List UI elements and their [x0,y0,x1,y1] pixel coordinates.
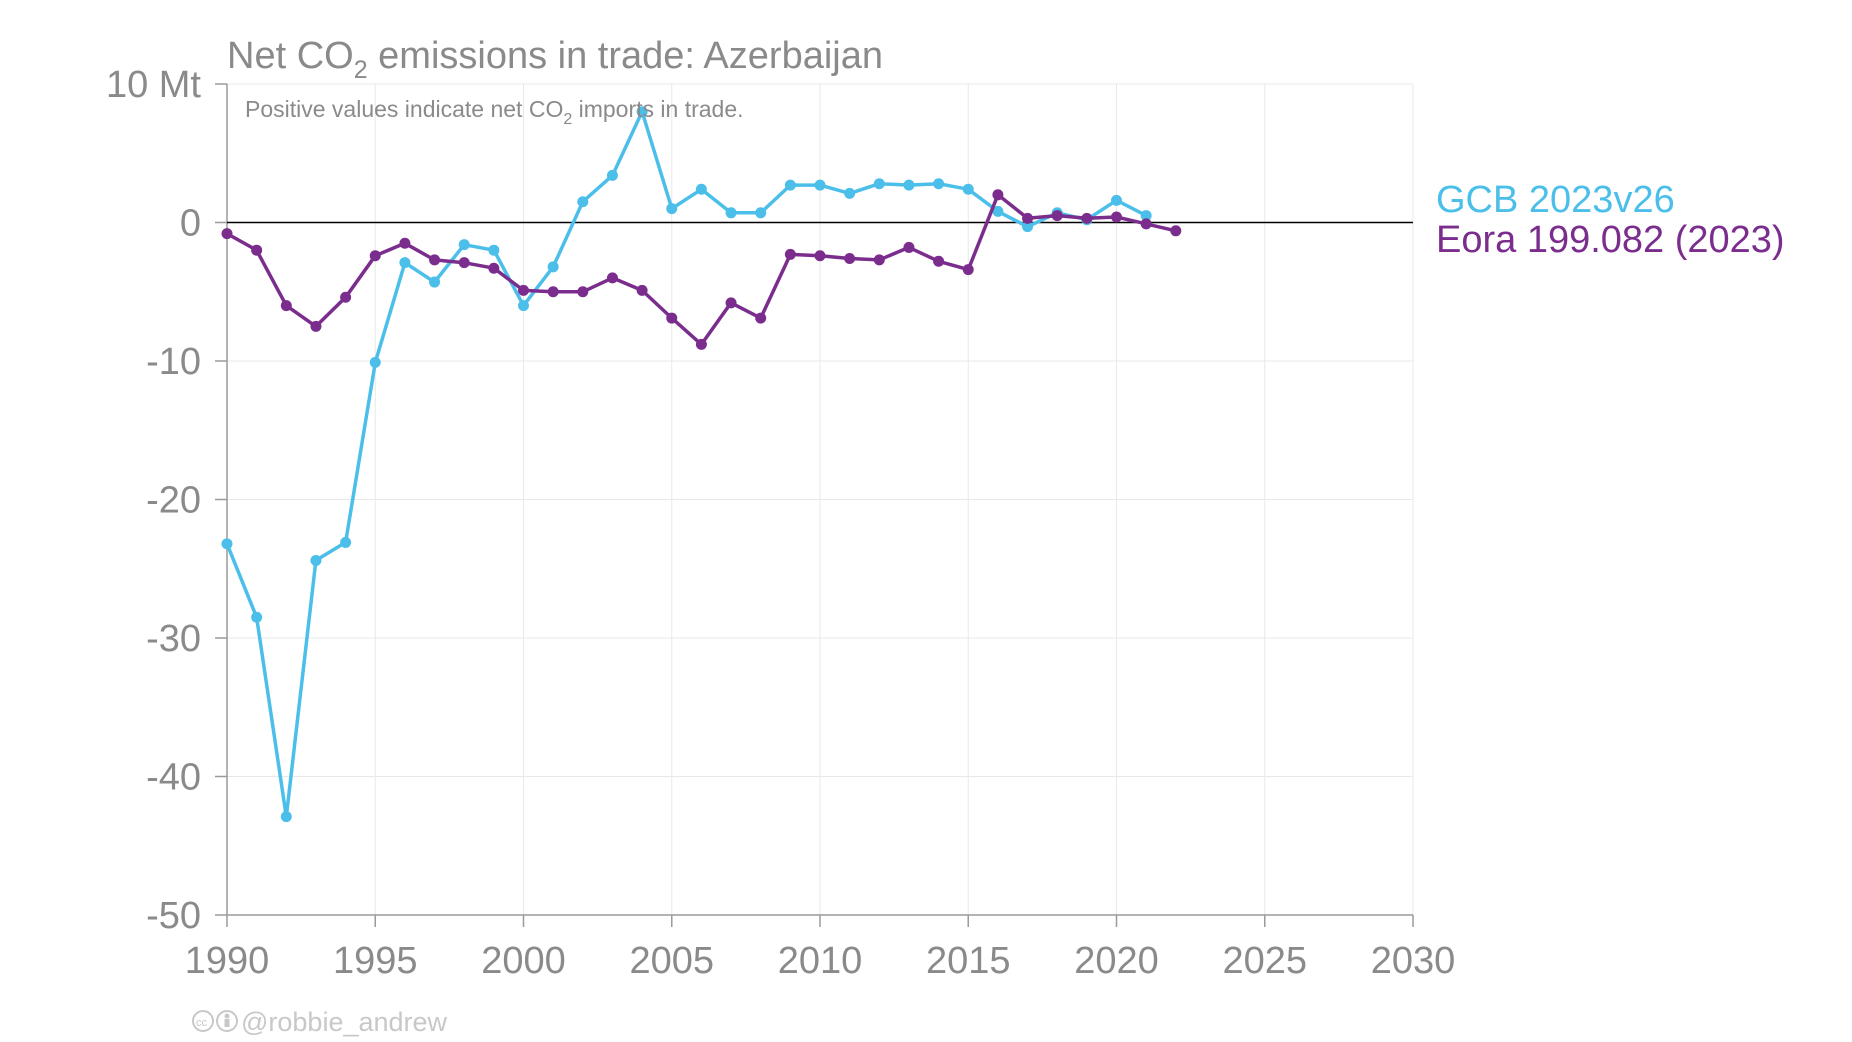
data-point [458,239,470,251]
data-point [221,538,233,550]
y-tick-label: -20 [146,480,201,522]
by-icon-body [224,1019,230,1027]
data-point [399,257,411,269]
data-point [547,261,559,273]
credit-handle: @robbie_andrew [241,1007,448,1037]
x-tick-label: 2015 [926,940,1011,982]
data-point [933,178,945,190]
data-point [340,536,352,548]
x-tick-label: 1995 [333,940,418,982]
data-point [814,250,826,262]
cc-icon [192,1010,214,1032]
data-point [725,207,737,219]
data-point [518,300,529,312]
data-point [784,179,796,191]
x-tick-label: 2025 [1222,940,1307,982]
data-point [903,241,915,253]
data-point [251,244,263,256]
data-point [577,286,589,298]
series-line-0 [225,109,1148,819]
data-point [755,207,767,219]
by-icon-head [224,1013,230,1019]
data-point [873,254,885,266]
data-point [962,183,974,195]
data-point [992,205,1004,217]
x-tick-label: 1990 [185,940,270,982]
data-point [251,611,263,623]
data-point [962,264,974,276]
series-line-1 [226,193,1177,347]
data-point [606,169,618,181]
x-tick-label: 2020 [1074,940,1159,982]
data-point [666,203,678,215]
legend-gcb: GCB 2023v26 [1436,179,1675,221]
data-point [606,272,618,284]
data-point [695,183,707,195]
y-tick-label: 10 Mt [106,64,201,106]
data-point [695,338,707,350]
data-point [1022,212,1034,224]
x-tick-label: 2030 [1371,940,1456,982]
y-tick-label: -30 [146,618,201,660]
data-point [310,320,322,332]
data-point [1022,221,1034,233]
data-point [725,297,737,309]
data-point [636,106,648,118]
data-point [1140,218,1152,230]
chart-title: Net CO2 emissions in trade: Azerbaijan [227,35,883,84]
x-tick-label: 2000 [481,940,566,982]
data-point [310,554,322,566]
series-1 [221,189,1182,350]
data-point [873,178,885,190]
x-tick-label: 2010 [778,940,863,982]
data-point [399,237,411,249]
data-point [814,179,826,191]
data-point [1170,225,1182,237]
data-point [1081,212,1093,224]
data-point [903,179,915,191]
y-tick-label: -50 [146,895,201,937]
data-point [429,254,441,266]
series-layer [221,106,1182,823]
y-tick-label: 0 [180,203,201,245]
data-point [1111,211,1122,223]
data-point [784,248,796,260]
data-point [666,312,678,324]
x-tick-label: 2005 [629,940,714,982]
y-tick-label: -10 [146,341,201,383]
chart-subtitle: Positive values indicate net CO2 imports… [245,96,744,128]
data-point [844,253,856,265]
data-point [1051,210,1063,222]
series-0 [221,106,1152,823]
data-point [1140,210,1152,222]
data-point [1111,194,1122,206]
legend-eora: Eora 199.082 (2023) [1436,219,1785,261]
data-point [933,255,945,267]
grid [227,83,1414,915]
y-tick-label: -40 [146,757,201,799]
data-point [340,291,352,303]
data-point [458,257,470,269]
data-point [755,312,767,324]
by-icon [216,1010,238,1032]
data-point [547,286,559,298]
cc-icon-glyph: cc [196,1017,208,1029]
data-point [518,284,529,296]
credit: cc @robbie_andrew [192,1007,448,1037]
data-point [488,262,500,274]
data-point [636,284,648,296]
data-point [577,196,589,208]
data-point [844,187,856,199]
data-point [429,276,441,288]
data-point [369,356,381,368]
data-point [488,244,500,256]
data-point [992,189,1004,201]
data-point [221,228,233,240]
data-point [369,250,381,262]
data-point [280,300,292,312]
data-point [280,811,292,823]
